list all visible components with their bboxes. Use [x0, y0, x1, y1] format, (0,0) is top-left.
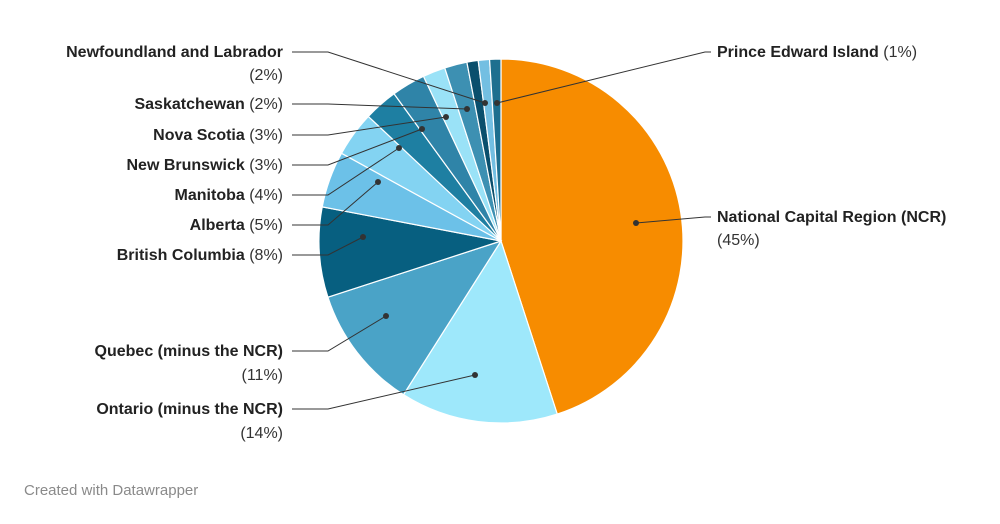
leader-dot-ontario-minus-the-ncr	[472, 372, 478, 378]
slice-percent-manitoba: (4%)	[245, 187, 283, 204]
slice-label-prince-edward-island: Prince Edward Island (1%)	[717, 44, 917, 61]
leader-line-nova-scotia	[292, 116, 447, 136]
pie-slice-british-columbia	[318, 206, 502, 298]
slice-percent-nova-scotia: (3%)	[245, 127, 283, 144]
slice-percent-prince-edward-island: (1%)	[879, 44, 917, 61]
credit-text: Created with Datawrapper	[24, 482, 199, 499]
leader-dot-alberta	[375, 179, 381, 185]
leader-dot-quebec-minus-the-ncr	[383, 313, 389, 319]
slice-label-manitoba: Manitoba (4%)	[175, 187, 283, 204]
slice-name-alberta: Alberta	[190, 217, 245, 234]
leader-dot-saskatchewan	[464, 106, 470, 112]
slice-label-nova-scotia: Nova Scotia (3%)	[153, 127, 283, 144]
slice-percent-ontario-minus-the-ncr: (14%)	[240, 425, 283, 442]
slice-name-new-brunswick: New Brunswick	[127, 157, 245, 174]
slice-labels: National Capital Region (NCR) (45%) Ontari…	[66, 44, 946, 442]
slice-percent-new-brunswick: (3%)	[245, 157, 283, 174]
leader-line-newfoundland-and-labrador	[292, 51, 486, 104]
slice-name-prince-edward-island: Prince Edward Island	[717, 44, 879, 61]
slice-label-alberta: Alberta (5%)	[190, 217, 283, 234]
slice-name-saskatchewan: Saskatchewan	[134, 96, 244, 113]
slice-percent-alberta: (5%)	[245, 217, 283, 234]
slice-label-new-brunswick: New Brunswick (3%)	[127, 157, 284, 174]
slice-name-national-capital-region-ncr: National Capital Region (NCR)	[717, 209, 946, 226]
leader-line-alberta	[292, 181, 379, 226]
slice-name-quebec-minus-the-ncr: Quebec (minus the NCR)	[95, 343, 283, 360]
leader-lines	[292, 51, 711, 410]
slice-percent-british-columbia: (8%)	[245, 247, 283, 264]
leader-line-quebec-minus-the-ncr	[292, 315, 387, 352]
slice-percent-newfoundland-and-labrador: (2%)	[249, 67, 283, 84]
leader-line-british-columbia	[292, 236, 364, 256]
slice-label-british-columbia: British Columbia (8%)	[117, 247, 283, 264]
pie-slices	[318, 58, 684, 424]
leader-dot-manitoba	[396, 145, 402, 151]
slice-name-ontario-minus-the-ncr: Ontario (minus the NCR)	[96, 401, 283, 418]
leader-dot-new-brunswick	[419, 126, 425, 132]
pie-slice-national-capital-region-ncr	[500, 58, 684, 415]
leader-line-prince-edward-island	[496, 51, 711, 104]
slice-name-british-columbia: British Columbia	[117, 247, 245, 264]
slice-name-nova-scotia: Nova Scotia	[153, 127, 245, 144]
leader-dot-national-capital-region-ncr	[633, 220, 639, 226]
leader-dot-british-columbia	[360, 234, 366, 240]
leader-line-saskatchewan	[292, 103, 468, 110]
slice-percent-saskatchewan: (2%)	[245, 96, 283, 113]
leader-line-manitoba	[292, 147, 400, 196]
slice-name-newfoundland-and-labrador: Newfoundland and Labrador	[66, 44, 283, 61]
slice-percent-national-capital-region-ncr: (45%)	[717, 232, 760, 249]
leader-dot-prince-edward-island	[494, 100, 500, 106]
leader-dot-newfoundland-and-labrador	[482, 100, 488, 106]
pie-slice-quebec-minus-the-ncr	[327, 239, 503, 396]
leader-line-new-brunswick	[292, 128, 423, 166]
leader-line-national-capital-region-ncr	[635, 216, 711, 224]
slice-percent-quebec-minus-the-ncr: (11%)	[242, 367, 284, 384]
slice-label-saskatchewan: Saskatchewan (2%)	[134, 96, 283, 113]
pie-slice-ontario-minus-the-ncr	[402, 239, 558, 424]
slice-name-manitoba: Manitoba	[175, 187, 245, 204]
leader-line-ontario-minus-the-ncr	[292, 374, 476, 410]
leader-dot-nova-scotia	[443, 114, 449, 120]
